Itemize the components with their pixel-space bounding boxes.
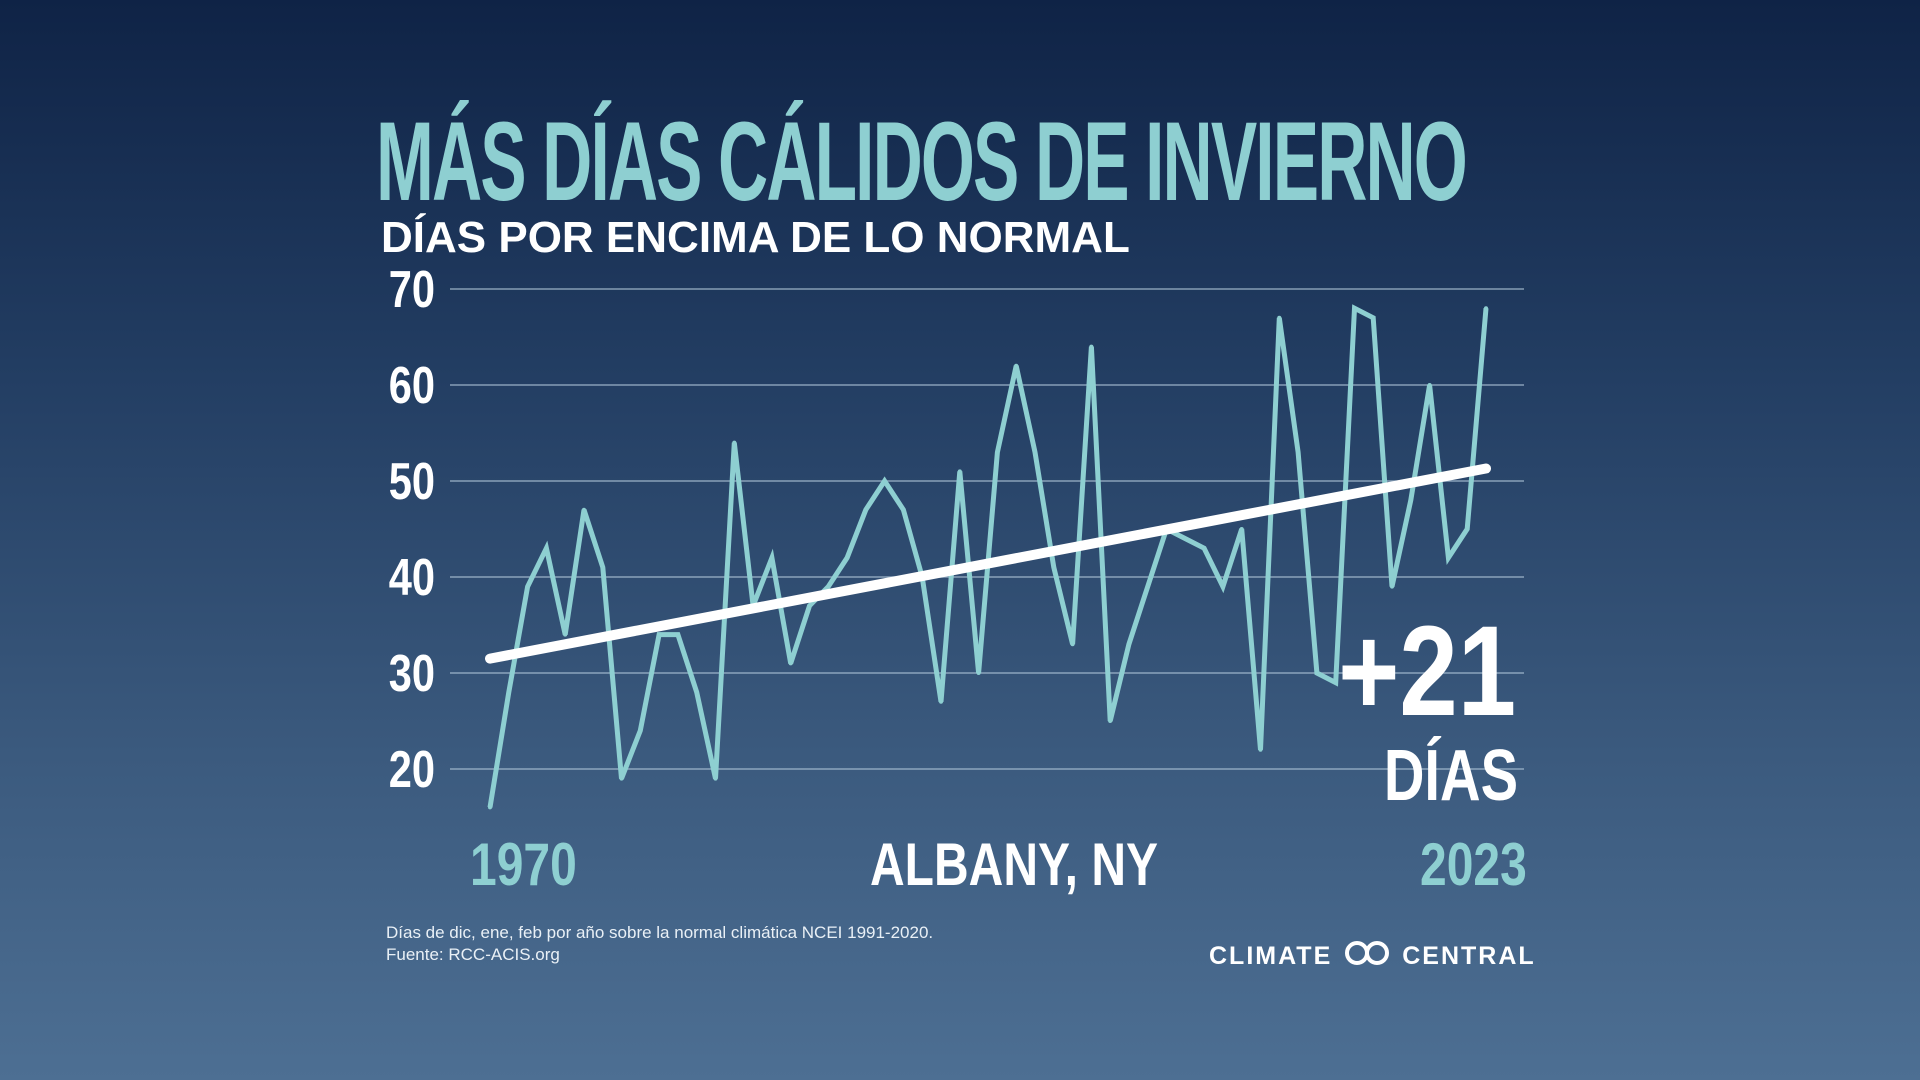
- data-point-2004: [1126, 642, 1131, 647]
- data-point-2012: [1277, 315, 1282, 320]
- data-point-1983: [732, 440, 737, 445]
- chart-subtitle: DÍAS POR ENCIMA DE LO NORMAL: [381, 213, 1130, 262]
- series-line-0: [487, 304, 1489, 808]
- data-point-1985: [769, 555, 774, 560]
- data-point-2009: [1220, 584, 1225, 589]
- data-point-1986: [788, 661, 793, 666]
- footnote: Días de dic, ene, feb por año sobre la n…: [386, 922, 933, 966]
- y-tick-label-70: 70: [389, 260, 435, 319]
- data-point-1990: [863, 507, 868, 512]
- data-point-2005: [1145, 584, 1150, 589]
- data-point-1994: [939, 699, 944, 704]
- data-point-2015: [1333, 680, 1338, 685]
- data-point-2013: [1296, 450, 1301, 455]
- y-tick-label-40: 40: [389, 548, 435, 607]
- data-point-1982: [713, 776, 718, 781]
- data-point-1989: [845, 555, 850, 560]
- data-point-2016: [1352, 306, 1357, 311]
- data-point-2008: [1202, 546, 1207, 551]
- location-label: ALBANY, NY: [870, 831, 1159, 898]
- data-point-2002: [1089, 344, 1094, 349]
- y-tick-label-50: 50: [389, 452, 435, 511]
- data-point-1974: [563, 632, 568, 637]
- data-point-2023: [1484, 306, 1488, 311]
- data-point-1988: [826, 584, 831, 589]
- data-point-1972: [525, 584, 530, 589]
- data-point-1996: [976, 671, 981, 675]
- data-point-1977: [619, 776, 624, 781]
- data-point-2011: [1258, 747, 1263, 752]
- y-tick-label-60: 60: [389, 356, 435, 415]
- data-point-2003: [1108, 719, 1113, 723]
- x-start-year-label: 1970: [470, 831, 577, 898]
- footnote-description: Días de dic, ene, feb por año sobre la n…: [386, 923, 934, 942]
- chart-title: MÁS DÍAS CÁLIDOS DE INVIERNO: [376, 99, 1468, 224]
- trend-line: [485, 463, 1491, 664]
- data-point-2014: [1314, 671, 1319, 675]
- data-point-2017: [1371, 315, 1376, 320]
- data-point-1987: [807, 603, 812, 608]
- data-point-2010: [1239, 527, 1244, 531]
- data-point-1970: [488, 805, 492, 810]
- data-point-1975: [581, 507, 586, 512]
- data-point-2000: [1051, 565, 1056, 570]
- trend-change-value: +21: [1337, 600, 1516, 743]
- y-axis-ticks: 20 30 40 50 60 70: [389, 260, 435, 799]
- brand-name-left: CLIMATE: [1209, 942, 1333, 970]
- data-point-1978: [638, 728, 643, 733]
- data-point-2021: [1446, 555, 1451, 560]
- data-point-1971: [506, 690, 511, 695]
- data-point-2018: [1390, 584, 1395, 589]
- brand-name-right: CENTRAL: [1402, 942, 1536, 970]
- y-tick-label-30: 30: [389, 644, 435, 703]
- data-point-1976: [600, 565, 605, 570]
- x-end-year-label: 2023: [1420, 831, 1527, 898]
- brand-logo: CLIMATE CENTRAL: [1209, 940, 1536, 973]
- data-point-1998: [1014, 363, 1019, 368]
- data-point-2001: [1070, 642, 1075, 647]
- trend-layer: [485, 463, 1491, 664]
- data-point-2019: [1408, 498, 1413, 503]
- data-point-1980: [675, 632, 680, 637]
- data-point-1973: [544, 546, 549, 551]
- footnote-source: Fuente: RCC-ACIS.org: [386, 945, 560, 964]
- data-point-1991: [882, 479, 887, 483]
- y-tick-label-20: 20: [389, 740, 435, 799]
- data-point-1997: [995, 450, 1000, 455]
- data-point-2020: [1427, 383, 1432, 387]
- interlocking-circles-icon: [1342, 940, 1392, 973]
- data-point-2022: [1465, 527, 1470, 531]
- data-point-1995: [957, 469, 962, 474]
- data-point-1999: [1032, 450, 1037, 455]
- data-point-1981: [694, 690, 699, 695]
- data-point-1992: [901, 507, 906, 512]
- trend-change-unit: DÍAS: [1383, 736, 1518, 816]
- data-point-2007: [1183, 536, 1188, 541]
- data-point-1979: [657, 632, 662, 637]
